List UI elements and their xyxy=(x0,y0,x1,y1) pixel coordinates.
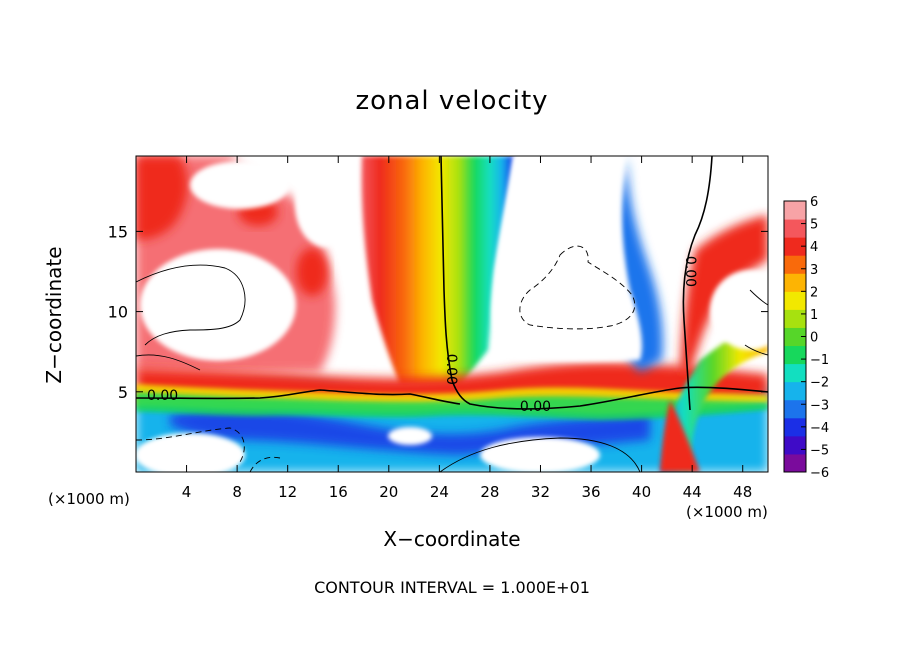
colorbar-swatch xyxy=(784,201,806,220)
colorbar-tick-label: 1 xyxy=(810,308,818,323)
x-tick-label: 28 xyxy=(480,483,499,501)
colorbar-swatch xyxy=(784,417,806,437)
contour-label-text: 0.00 xyxy=(682,256,698,287)
contour-lines xyxy=(136,156,768,472)
contour-label-text: 0.00 xyxy=(443,354,459,385)
velocity-field xyxy=(136,156,768,472)
colorbar-swatch xyxy=(784,255,806,274)
x-tick-label: 24 xyxy=(430,483,449,501)
y-tick-label: 5 xyxy=(118,383,128,402)
colorbar-swatch xyxy=(784,399,806,419)
colorbar-tick-label: −4 xyxy=(810,421,829,436)
y-ticks: 5 10 15 xyxy=(108,222,768,402)
x-tick-label: 20 xyxy=(379,483,398,501)
x-unit-label-left: (×1000 m) xyxy=(48,490,130,508)
x-ticks: 4 8 12 16 20 24 28 32 36 40 44 48 xyxy=(182,156,752,501)
contour-label: 0.00 xyxy=(147,388,178,404)
colorbar-tick-label: 4 xyxy=(810,240,818,255)
y-tick-label: 15 xyxy=(108,222,128,241)
colorbar-tick-label: −5 xyxy=(810,443,829,458)
contour-label: 0.00 xyxy=(520,399,551,415)
x-tick-label: 32 xyxy=(531,483,550,501)
contour-label-text: 0.00 xyxy=(147,388,178,404)
x-tick-label: 44 xyxy=(683,483,702,501)
colorbar-swatch xyxy=(784,453,806,473)
x-tick-label: 4 xyxy=(182,483,192,501)
colorbar-swatch xyxy=(784,363,806,383)
contour-label-text: 0.00 xyxy=(520,399,551,415)
contour-interval-note: CONTOUR INTERVAL = 1.000E+01 xyxy=(314,578,590,597)
colorbar: 6 5 4 3 2 1 0 −1 −2 −3 −4 −5 −6 xyxy=(783,195,829,481)
colorbar-tick-label: −1 xyxy=(810,353,829,368)
chart-title: zonal velocity xyxy=(355,86,549,116)
colorbar-swatch xyxy=(784,345,806,365)
plot-frame xyxy=(135,155,769,473)
colorbar-swatch xyxy=(784,309,806,328)
colorbar-tick-label: 2 xyxy=(810,285,818,300)
colorbar-swatch xyxy=(784,291,806,310)
contour-label: 0.00 xyxy=(682,256,698,287)
x-tick-label: 40 xyxy=(632,483,651,501)
y-tick-label: 10 xyxy=(108,303,128,322)
x-tick-label: 16 xyxy=(329,483,348,501)
colorbar-tick-label: −3 xyxy=(810,398,829,413)
colorbar-swatch xyxy=(784,219,806,238)
x-tick-label: 8 xyxy=(232,483,242,501)
colorbar-swatch xyxy=(784,237,806,256)
colorbar-tick-label: 3 xyxy=(810,263,818,278)
x-tick-label: 36 xyxy=(581,483,600,501)
x-tick-label: 12 xyxy=(278,483,297,501)
contour-labels: 0.00 0.00 0.00 0.00 xyxy=(147,256,698,415)
colorbar-tick-label: 6 xyxy=(810,195,818,210)
colorbar-tick-label: 5 xyxy=(810,218,818,233)
x-tick-label: 48 xyxy=(733,483,752,501)
x-unit-label-right: (×1000 m) xyxy=(686,503,768,521)
colorbar-swatch xyxy=(784,381,806,401)
contour-label: 0.00 xyxy=(443,354,459,385)
colorbar-tick-label: −2 xyxy=(810,376,829,391)
colorbar-swatch xyxy=(784,273,806,292)
colorbar-tick-label: 0 xyxy=(810,331,818,346)
x-axis-label: X−coordinate xyxy=(383,527,521,551)
colorbar-swatch xyxy=(784,327,806,347)
colorbar-swatch xyxy=(784,435,806,455)
colorbar-tick-label: −6 xyxy=(810,466,829,481)
